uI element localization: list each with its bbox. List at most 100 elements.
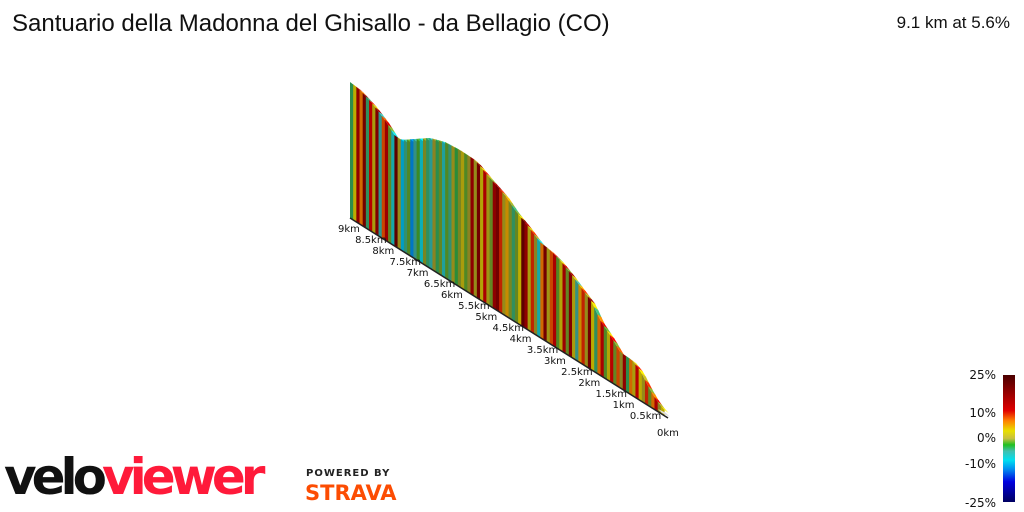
profile-segment-top bbox=[530, 229, 539, 238]
profile-segment-top bbox=[476, 162, 485, 170]
profile-segment bbox=[537, 238, 541, 338]
profile-segment bbox=[476, 162, 481, 300]
profile-segment-top bbox=[552, 252, 561, 260]
profile-segment-top bbox=[613, 340, 622, 350]
profile-segment bbox=[438, 140, 443, 277]
profile-segment-top bbox=[486, 173, 495, 182]
profile-segment bbox=[644, 379, 649, 406]
profile-segment bbox=[394, 135, 399, 249]
profile-segment-top bbox=[502, 191, 511, 200]
profile-segment-top bbox=[606, 330, 615, 340]
profile-segment bbox=[350, 82, 354, 221]
profile-segment bbox=[632, 360, 637, 398]
powered-by-label: POWERED BY bbox=[306, 468, 391, 479]
distance-tick-label: 6.5km bbox=[424, 279, 455, 290]
profile-segment-top bbox=[641, 373, 650, 385]
profile-segment-top bbox=[568, 271, 577, 279]
legend-tick: 0% bbox=[976, 431, 996, 445]
profile-segment-top bbox=[594, 307, 602, 319]
distance-tick-label: 6km bbox=[441, 290, 463, 301]
profile-segment bbox=[356, 86, 361, 225]
profile-segment-top bbox=[391, 129, 400, 140]
distance-tick-label: 5.5km bbox=[458, 301, 489, 312]
profile-segment bbox=[353, 84, 357, 223]
profile-segment bbox=[603, 325, 608, 380]
profile-segment-top bbox=[381, 115, 390, 124]
profile-segment-top bbox=[578, 283, 587, 292]
profile-segment-top bbox=[508, 200, 517, 210]
profile-segment bbox=[413, 138, 418, 261]
profile-segment bbox=[629, 358, 633, 396]
profile-segment bbox=[461, 150, 465, 291]
profile-segment-top bbox=[511, 205, 520, 214]
distance-tick-label: 5km bbox=[475, 312, 497, 323]
profile-segment-top bbox=[635, 364, 644, 373]
distance-axis: 0km 0.5km1km1.5km2km2.5km3km3.5km4km4.5km… bbox=[338, 224, 679, 439]
profile-segment-top bbox=[632, 360, 641, 369]
profile-segment-top bbox=[365, 96, 374, 104]
profile-segment-top bbox=[369, 99, 377, 108]
profile-segment bbox=[505, 195, 510, 318]
logo-viewer: viewer bbox=[102, 448, 265, 506]
profile-segment-top bbox=[372, 103, 380, 112]
profile-segment bbox=[540, 242, 545, 340]
profile-segment bbox=[441, 141, 446, 279]
legend-tick: -25% bbox=[964, 496, 996, 510]
profile-segment-top bbox=[587, 296, 596, 305]
profile-segment bbox=[600, 320, 605, 378]
profile-segment bbox=[384, 119, 389, 243]
profile-segment-top bbox=[518, 213, 526, 222]
profile-segment-top bbox=[654, 397, 663, 406]
profile-segment-top bbox=[597, 314, 606, 325]
distance-tick-label: 2.5km bbox=[561, 367, 592, 378]
distance-tick-label: 3.5km bbox=[527, 345, 558, 356]
profile-segment-top bbox=[375, 107, 384, 116]
strava-logo[interactable]: STRAVA bbox=[305, 481, 397, 505]
profile-segment bbox=[464, 152, 468, 293]
gradient-legend: 25% 10% 0% -10% -25% bbox=[952, 368, 1024, 510]
profile-segment bbox=[407, 139, 411, 257]
profile-segment bbox=[397, 137, 402, 251]
profile-segment bbox=[435, 139, 440, 275]
profile-segment bbox=[651, 391, 656, 410]
distance-tick-label: 8.5km bbox=[355, 235, 386, 246]
profile-strips bbox=[350, 82, 669, 416]
profile-segment-top bbox=[527, 225, 536, 234]
profile-segment bbox=[372, 103, 376, 235]
profile-segment bbox=[480, 166, 484, 302]
profile-segment-top bbox=[581, 288, 590, 297]
profile-segment-top bbox=[489, 177, 498, 185]
profile-segment bbox=[492, 181, 497, 310]
profile-segment bbox=[613, 340, 618, 386]
profile-segment bbox=[451, 145, 456, 285]
page-title: Santuario della Madonna del Ghisallo - d… bbox=[12, 10, 610, 37]
profile-segment-top bbox=[600, 320, 609, 330]
profile-segment-top bbox=[537, 238, 545, 246]
profile-segment bbox=[648, 386, 652, 408]
profile-segment bbox=[400, 139, 405, 253]
gradient-color-bar bbox=[1003, 375, 1015, 502]
profile-baseline bbox=[349, 217, 670, 419]
profile-segment-top bbox=[495, 184, 504, 192]
profile-segment-top bbox=[610, 335, 618, 345]
profile-segment bbox=[530, 229, 535, 334]
profile-segment bbox=[457, 148, 462, 289]
profile-segment-top bbox=[549, 249, 558, 257]
profile-segment bbox=[581, 288, 586, 366]
profile-segment-top bbox=[648, 386, 656, 396]
profile-segment bbox=[362, 93, 367, 229]
profile-segment-top bbox=[591, 300, 599, 312]
profile-segment bbox=[375, 107, 380, 237]
profile-segment bbox=[508, 200, 513, 320]
profile-segment-top bbox=[562, 263, 571, 271]
distance-tick-label: 9km bbox=[338, 224, 360, 235]
veloviewer-logo[interactable]: veloviewer bbox=[4, 452, 265, 502]
distance-tick-label: 4km bbox=[510, 334, 532, 345]
profile-segment bbox=[381, 115, 386, 241]
profile-segment bbox=[562, 263, 567, 354]
profile-segment-top bbox=[559, 259, 568, 267]
profile-segment bbox=[641, 373, 646, 404]
profile-segment-top bbox=[384, 119, 393, 129]
profile-segment bbox=[419, 138, 424, 265]
